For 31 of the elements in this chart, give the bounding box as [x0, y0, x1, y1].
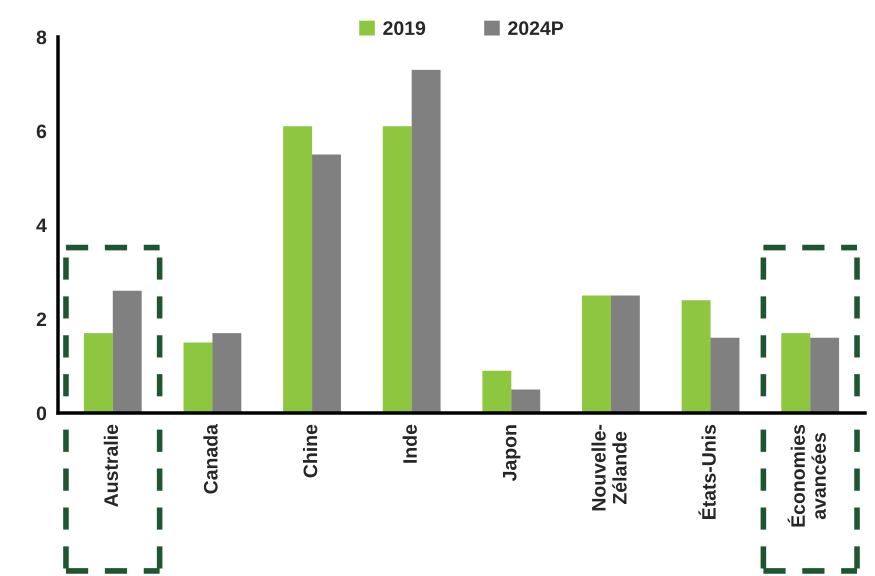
x-tick-label: Nouvelle- Zélande	[591, 424, 627, 510]
legend-label: 2024P	[508, 21, 564, 36]
bar	[511, 390, 540, 413]
bar	[582, 296, 611, 413]
bar	[84, 333, 113, 413]
bar	[212, 333, 242, 413]
bar	[682, 300, 711, 413]
y-tick-label: 8	[36, 30, 46, 44]
bar	[482, 370, 512, 413]
x-tick-label: Japon	[502, 425, 520, 482]
bar	[112, 290, 142, 413]
x-tick-label: Australie	[104, 424, 118, 507]
y-tick-label: 4	[36, 218, 47, 232]
x-tick-label: Inde	[402, 424, 417, 463]
x-tick-label: Canada	[203, 424, 218, 494]
bar	[610, 296, 640, 413]
bar	[283, 126, 312, 413]
x-tick-label: Économies avancées	[788, 424, 826, 527]
bar	[412, 70, 441, 413]
y-tick-label: 6	[36, 124, 46, 138]
y-tick-label: 0	[36, 406, 46, 420]
bar	[184, 342, 212, 413]
bar	[781, 333, 810, 413]
legend-label: 2019	[383, 21, 426, 36]
bar	[312, 154, 341, 413]
bar	[810, 338, 840, 413]
bar	[710, 338, 740, 413]
y-tick-label: 2	[36, 312, 46, 326]
x-tick-label: États-Unis	[698, 424, 716, 519]
x-tick-label: Chine	[302, 424, 318, 478]
bar	[382, 126, 412, 413]
